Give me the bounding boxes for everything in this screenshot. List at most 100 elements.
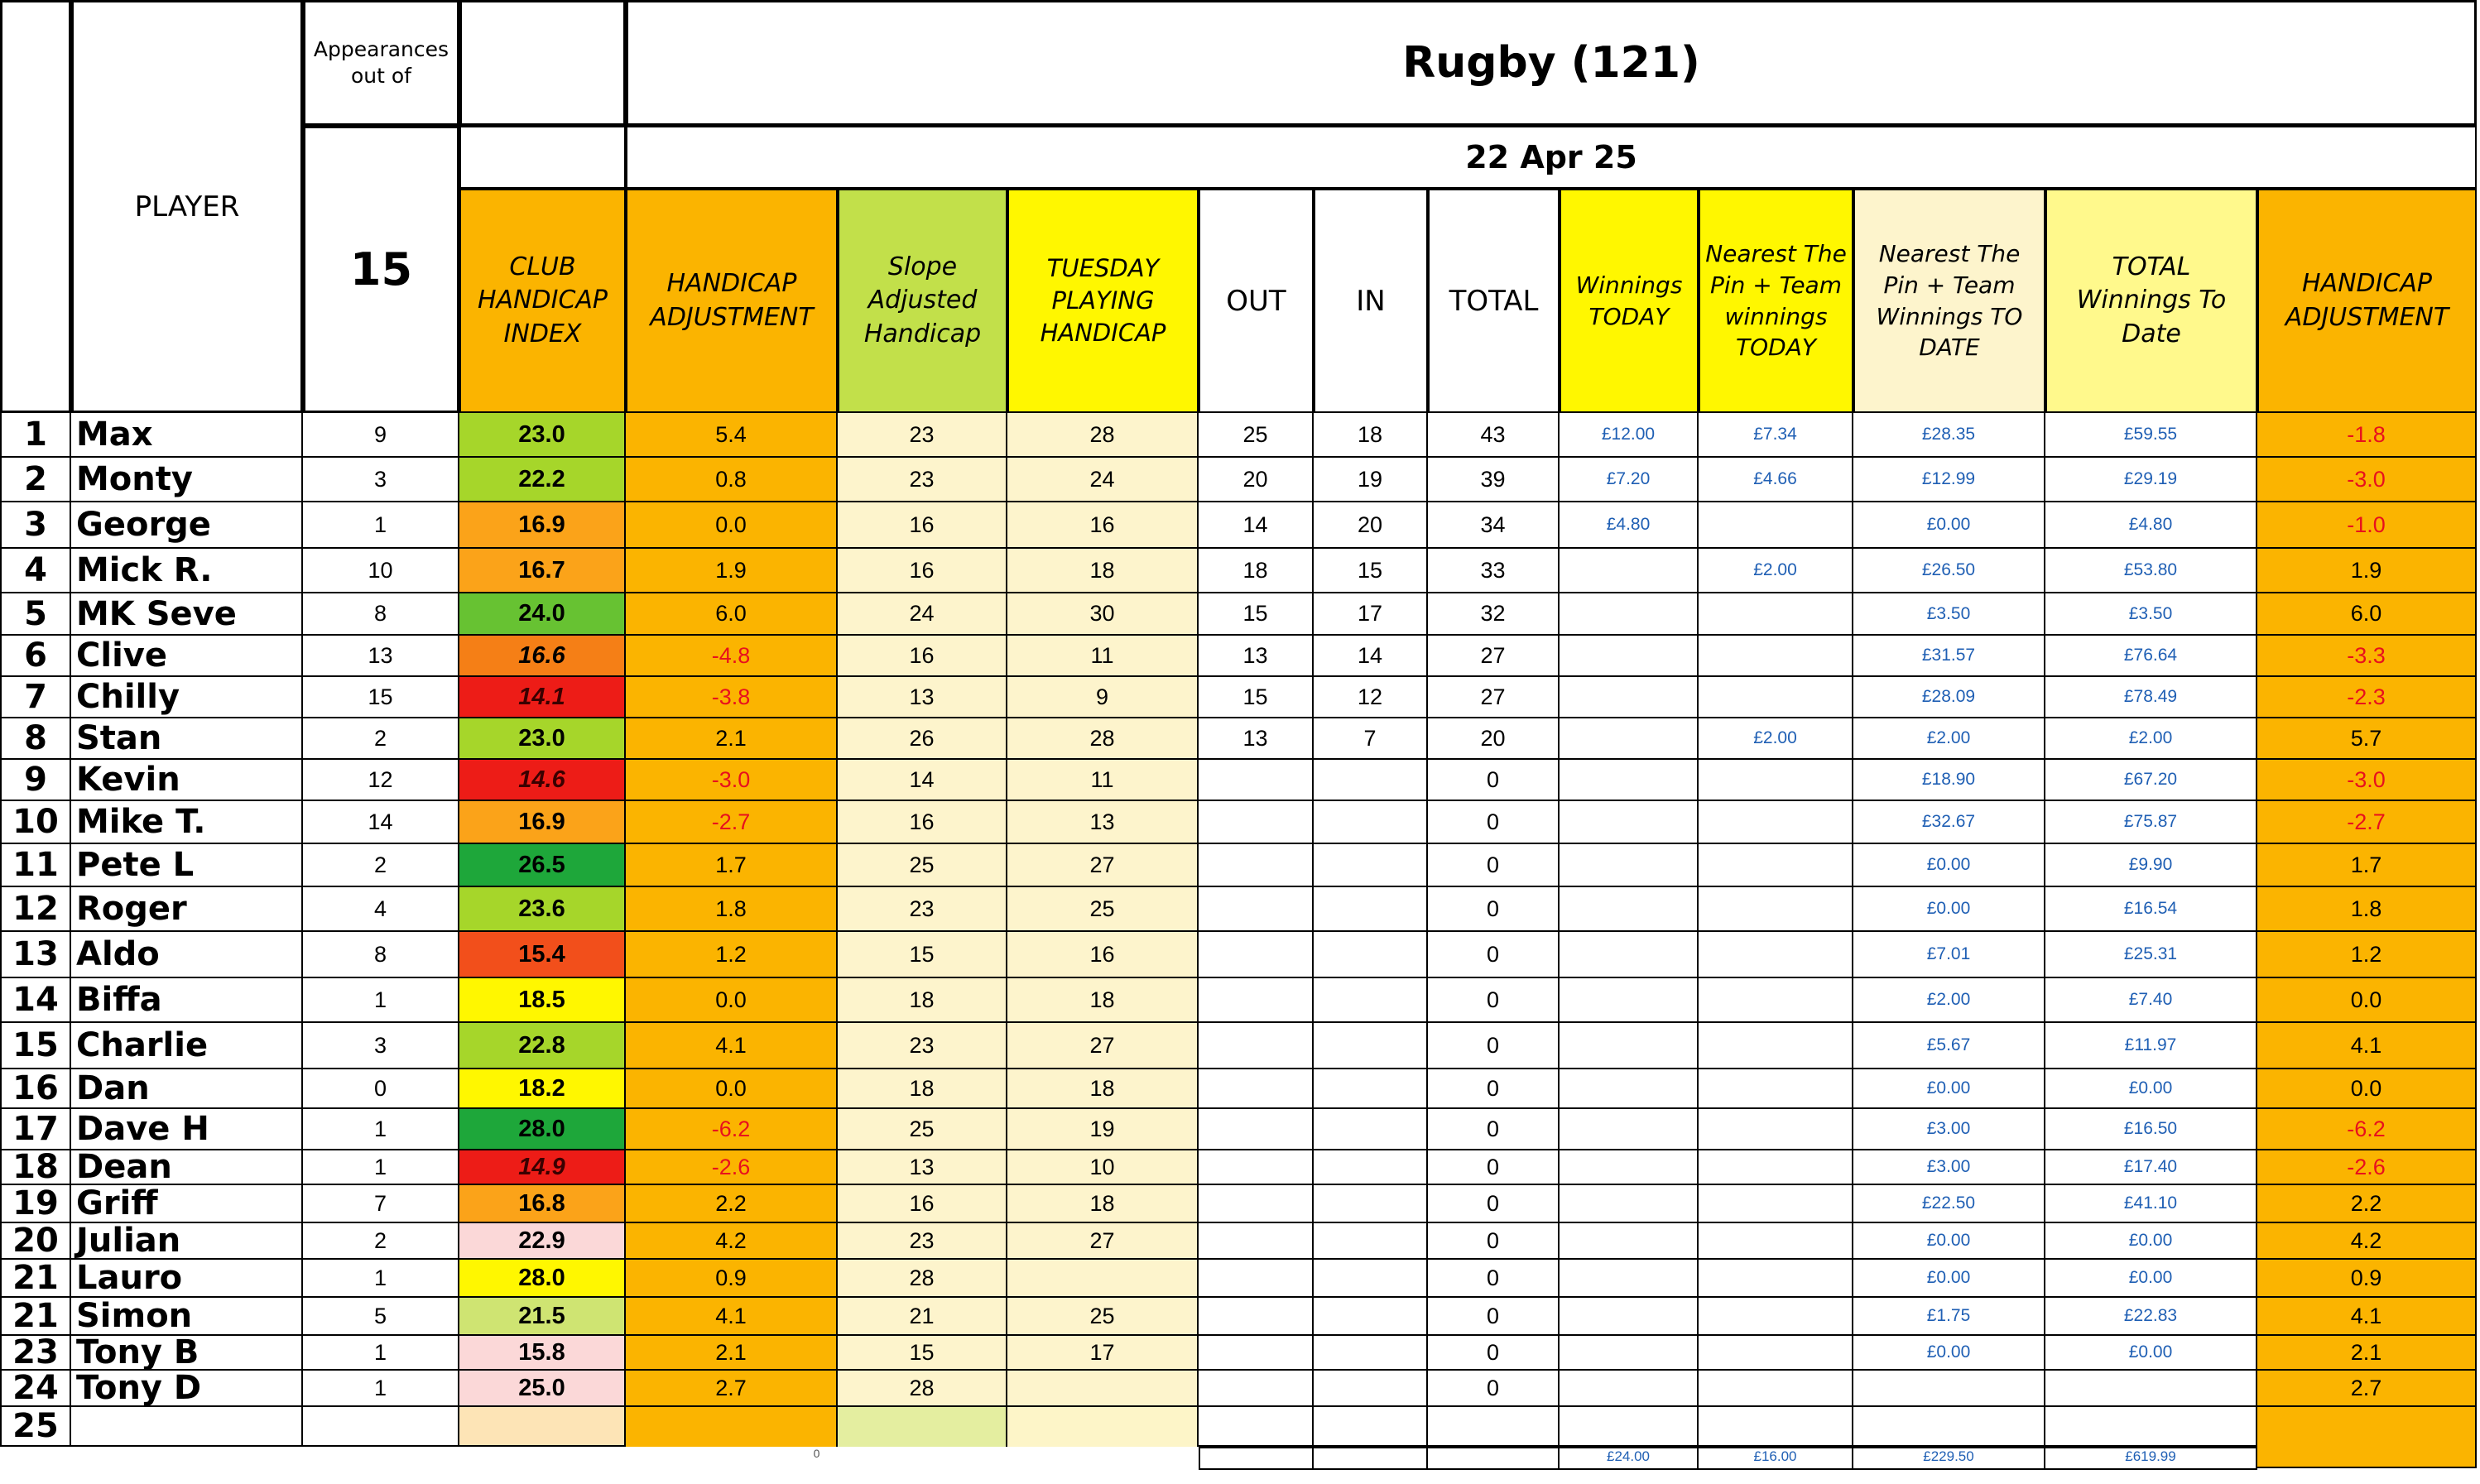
row-number: 4: [0, 549, 71, 593]
tuesday-playing: 18: [1007, 1069, 1199, 1109]
ntp-to-date: £22.50: [1853, 1185, 2045, 1223]
score-out: 20: [1199, 458, 1314, 502]
handicap-adjustment-2: 1.8: [2257, 887, 2477, 932]
player-name: Kevin: [71, 760, 303, 801]
tuesday-playing: 25: [1007, 1298, 1199, 1336]
score-total: 0: [1428, 1223, 1560, 1260]
handicap-adjustment: -4.8: [626, 636, 838, 677]
handicap-adjustment: 1.2: [626, 932, 838, 978]
score-out: [1199, 760, 1314, 801]
score-total: 0: [1428, 760, 1560, 801]
blank-cell: [1314, 1407, 1428, 1447]
score-in: [1314, 801, 1428, 844]
player-name: Mick R.: [71, 549, 303, 593]
row-number: 14: [0, 978, 71, 1023]
ntp-today: [1699, 677, 1853, 718]
tuesday-playing: 18: [1007, 549, 1199, 593]
header-rownum-blank: [0, 0, 71, 413]
score-out: 18: [1199, 549, 1314, 593]
score-in: [1314, 1069, 1428, 1109]
club-index: 23.0: [459, 718, 626, 760]
row-number: 21: [0, 1260, 71, 1298]
header-ntp-today: Nearest The Pin + Team winnings TODAY: [1699, 189, 1853, 413]
score-total: 0: [1428, 801, 1560, 844]
score-out: [1199, 1298, 1314, 1336]
club-index: 28.0: [459, 1109, 626, 1150]
blank-cell: [1199, 1407, 1314, 1447]
slope-adjusted: 28: [838, 1371, 1007, 1407]
handicap-adjustment: 2.1: [626, 1336, 838, 1371]
handicap-adjustment: 0.9: [626, 1260, 838, 1298]
total-winnings: £76.64: [2045, 636, 2257, 677]
slope-adjusted: 15: [838, 932, 1007, 978]
score-total: 34: [1428, 502, 1560, 549]
handicap-adjustment-2: -3.3: [2257, 636, 2477, 677]
total-winnings: £0.00: [2045, 1069, 2257, 1109]
ntp-today: £4.66: [1699, 458, 1853, 502]
ntp-to-date: £0.00: [1853, 887, 2045, 932]
total-winnings: £67.20: [2045, 760, 2257, 801]
score-in: [1314, 887, 1428, 932]
player-name: Pete L: [71, 844, 303, 887]
score-in: 17: [1314, 593, 1428, 636]
club-index: 25.0: [459, 1371, 626, 1407]
ntp-today: [1699, 1336, 1853, 1371]
score-out: [1199, 1109, 1314, 1150]
score-out: 13: [1199, 718, 1314, 760]
ntp-to-date: £5.67: [1853, 1023, 2045, 1069]
appearances: 12: [303, 760, 459, 801]
score-out: [1199, 1069, 1314, 1109]
ntp-to-date: £0.00: [1853, 502, 2045, 549]
total-winnings: £16.54: [2045, 887, 2257, 932]
tuesday-playing: 13: [1007, 801, 1199, 844]
handicap-adjustment-2: -2.3: [2257, 677, 2477, 718]
slope-adjusted: 16: [838, 549, 1007, 593]
row-number: 17: [0, 1109, 71, 1150]
handicap-adjustment: 1.9: [626, 549, 838, 593]
ntp-to-date: £0.00: [1853, 1260, 2045, 1298]
score-out: [1199, 887, 1314, 932]
row-number: 11: [0, 844, 71, 887]
header-appearances-label: Appearances out of: [303, 0, 459, 126]
score-out: [1199, 1336, 1314, 1371]
appearances: 1: [303, 1150, 459, 1185]
appearances: 1: [303, 1109, 459, 1150]
tuesday-playing: 17: [1007, 1336, 1199, 1371]
club-index: 15.8: [459, 1336, 626, 1371]
ntp-today: [1699, 1185, 1853, 1223]
slope-adjusted: 28: [838, 1260, 1007, 1298]
club-index: 18.5: [459, 978, 626, 1023]
score-total: 39: [1428, 458, 1560, 502]
score-total: 0: [1428, 1069, 1560, 1109]
score-total: 0: [1428, 1260, 1560, 1298]
slope-adjusted: 23: [838, 1023, 1007, 1069]
row-number: 20: [0, 1223, 71, 1260]
tuesday-playing: 16: [1007, 502, 1199, 549]
score-total: 27: [1428, 677, 1560, 718]
handicap-adjustment: -3.0: [626, 760, 838, 801]
total-winnings: £22.83: [2045, 1298, 2257, 1336]
winnings-today: [1560, 1150, 1699, 1185]
club-index: 16.9: [459, 801, 626, 844]
header-winnings-today: Winnings TODAY: [1560, 189, 1699, 413]
handicap-adjustment-2: 1.7: [2257, 844, 2477, 887]
slope-adjusted: 25: [838, 1109, 1007, 1150]
totals-blank: [1199, 1447, 1314, 1470]
ntp-to-date: £0.00: [1853, 844, 2045, 887]
tuesday-playing: [1007, 1371, 1199, 1407]
ntp-to-date: £28.09: [1853, 677, 2045, 718]
ntp-today: [1699, 1260, 1853, 1298]
header-blank-2: [459, 126, 626, 189]
handicap-adjustment: -3.8: [626, 677, 838, 718]
score-in: [1314, 1150, 1428, 1185]
total-ntp-to-date: £229.50: [1853, 1447, 2045, 1470]
total-winnings: £9.90: [2045, 844, 2257, 887]
score-out: [1199, 1371, 1314, 1407]
ntp-to-date: £2.00: [1853, 978, 2045, 1023]
total-winnings: £78.49: [2045, 677, 2257, 718]
player-name: Monty: [71, 458, 303, 502]
total-winnings: £41.10: [2045, 1185, 2257, 1223]
handicap-adjustment: 0.8: [626, 458, 838, 502]
winnings-today: £12.00: [1560, 413, 1699, 458]
club-index: 22.8: [459, 1023, 626, 1069]
